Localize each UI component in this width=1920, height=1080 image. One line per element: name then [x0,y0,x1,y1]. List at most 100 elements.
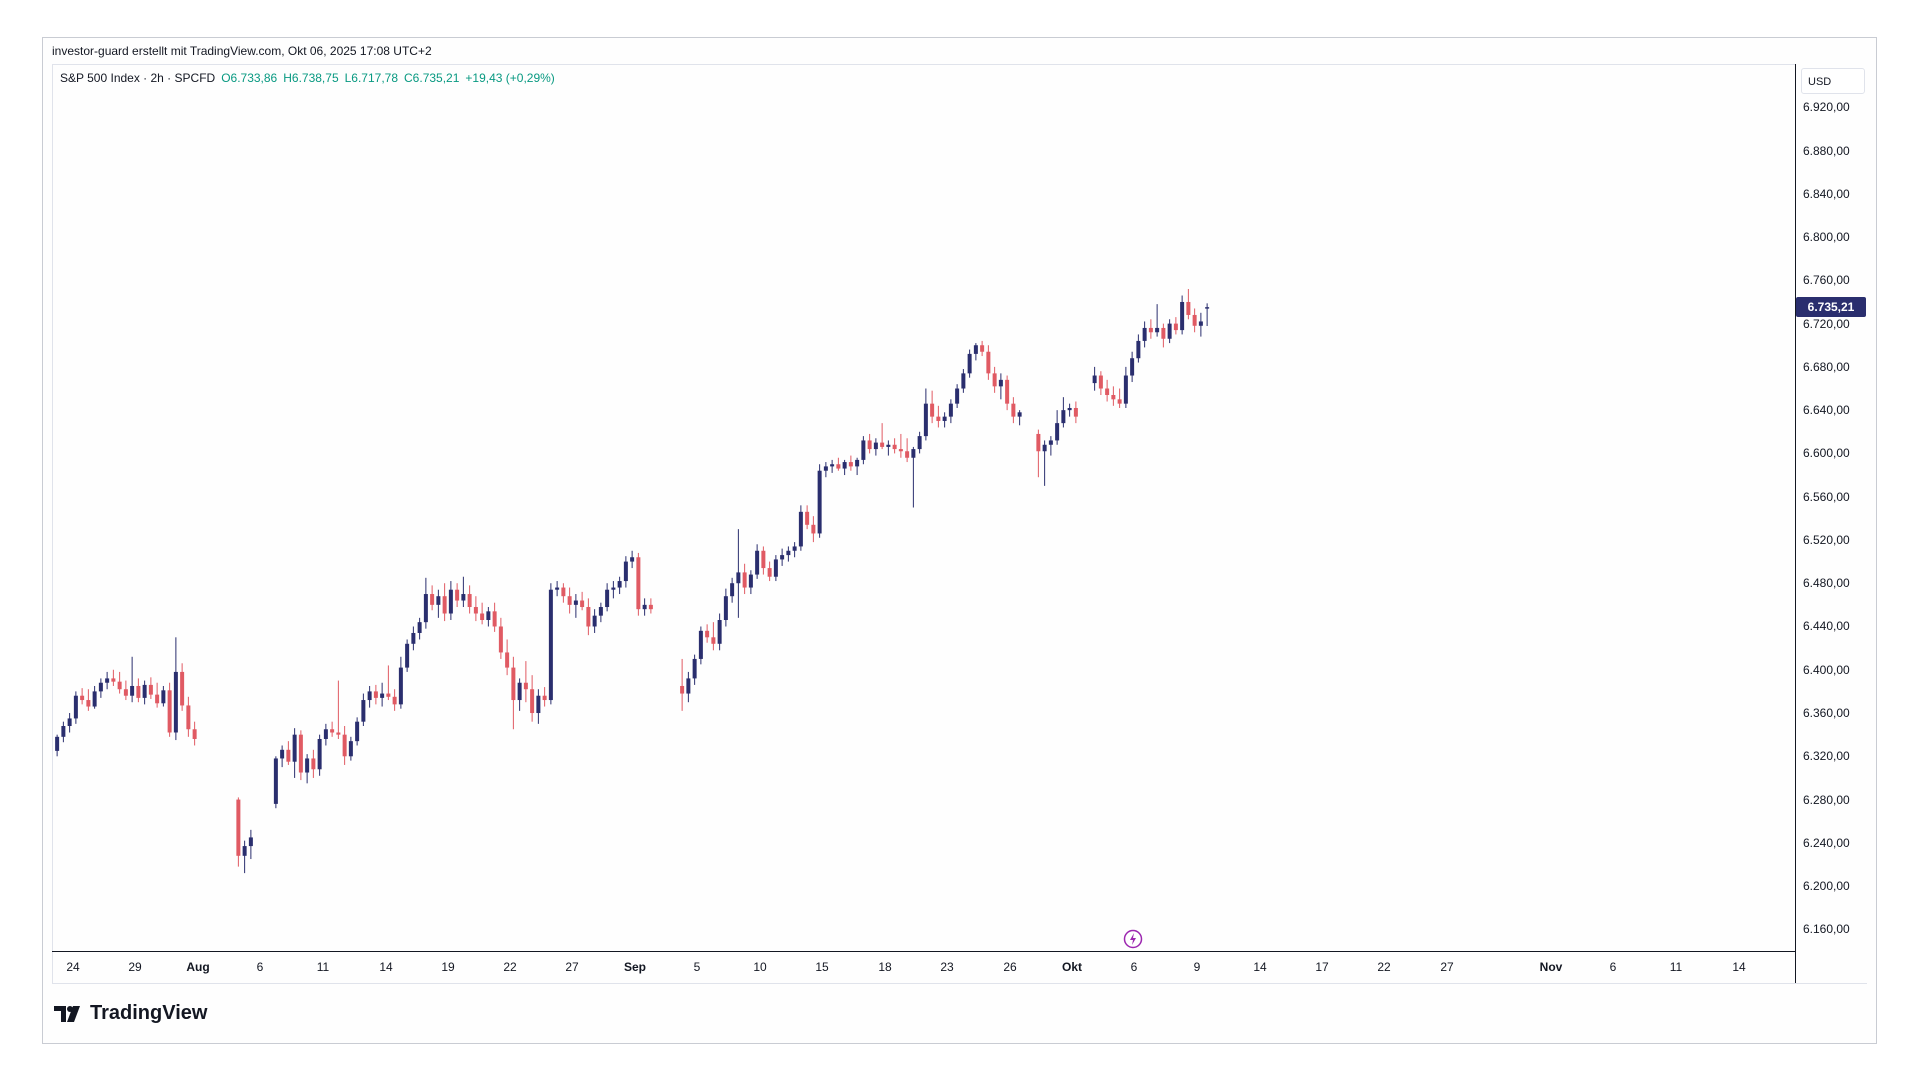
price-tick-label: 6.280,00 [1803,792,1850,807]
candle [305,754,310,784]
candle-body [148,684,153,695]
candle-body [592,615,597,627]
candle [348,736,353,761]
candle [580,591,585,611]
price-tick-label: 6.880,00 [1803,143,1850,158]
candle [336,680,341,739]
candle-body [355,721,360,742]
candle-body [742,572,747,588]
candle-body [311,758,316,770]
candle [1042,440,1047,486]
candle [1130,351,1135,383]
candle [755,544,760,579]
candle [573,594,578,618]
candle-body [705,630,710,638]
candle-body [961,373,966,389]
time-tick-label: 19 [441,960,455,974]
candle [155,682,160,708]
candle [1036,429,1041,478]
candle [161,685,166,707]
candle [523,661,528,703]
candle [861,436,866,465]
candle [411,626,416,651]
candle-body [580,600,585,608]
candle-body [530,689,535,714]
currency-selector[interactable]: USD [1801,68,1865,94]
candle [142,680,147,705]
time-tick-label: 23 [940,960,954,974]
candle-body [842,462,847,469]
candle [67,713,72,733]
price-axis-line [1795,64,1796,983]
candle-body [917,436,922,450]
candle [1061,397,1066,428]
candle [1142,321,1147,348]
candle-body [186,705,191,730]
candle [642,598,647,616]
tradingview-logo[interactable]: TradingView [54,1002,207,1025]
price-tick-label: 6.480,00 [1803,576,1850,591]
candle [867,433,872,454]
candle [967,349,972,378]
time-tick-label: 26 [1003,960,1017,974]
candle-body [542,695,547,701]
candle [1136,334,1141,363]
candle-body [836,464,841,469]
time-tick-label: 14 [1732,960,1746,974]
candle [423,577,428,629]
candle-body [1073,407,1078,417]
candle [767,561,772,582]
chart-plot-area[interactable] [52,64,1795,983]
candle [298,730,303,781]
candle-body [411,632,416,644]
candle [548,583,553,705]
candle-body [823,466,828,471]
candle-body [105,678,110,683]
time-tick-label: 14 [379,960,393,974]
candle [898,433,903,458]
candle [536,689,541,724]
candle [930,390,935,424]
candle-body [248,837,253,847]
candle-body [1098,375,1103,389]
candle [292,728,297,778]
candle-body [98,682,103,692]
candle-body [830,464,835,467]
candle [192,721,197,746]
candle [892,438,897,454]
candle [617,576,622,595]
candle [467,585,472,614]
candle-body [817,470,822,534]
candle [923,388,928,441]
candle [136,678,141,703]
candle [998,373,1003,400]
candle [405,639,410,672]
candle-body [280,749,285,759]
candle-body [598,607,603,616]
candle-body [986,351,991,374]
candle-body [811,524,816,534]
candle [698,626,703,665]
price-tick-label: 6.760,00 [1803,273,1850,288]
candle [736,529,741,618]
candle [705,624,710,643]
time-tick-label: Nov [1539,960,1563,974]
candle-body [130,685,135,696]
legend-symbol[interactable]: S&P 500 Index · 2h · SPCFD [60,71,216,85]
candle [342,726,347,765]
candle [311,749,316,778]
candle [717,613,722,651]
candle-body [773,559,778,577]
time-tick-label: 6 [1130,960,1138,974]
candle [836,457,841,471]
candle [830,459,835,473]
candle-body [1055,423,1060,441]
candle-body [1042,444,1047,452]
candle [542,687,547,707]
lightning-event-icon[interactable] [1123,929,1143,949]
candle [167,682,172,737]
candle [1105,379,1110,402]
candle [992,366,997,393]
candle [498,617,503,659]
candle [436,589,441,618]
